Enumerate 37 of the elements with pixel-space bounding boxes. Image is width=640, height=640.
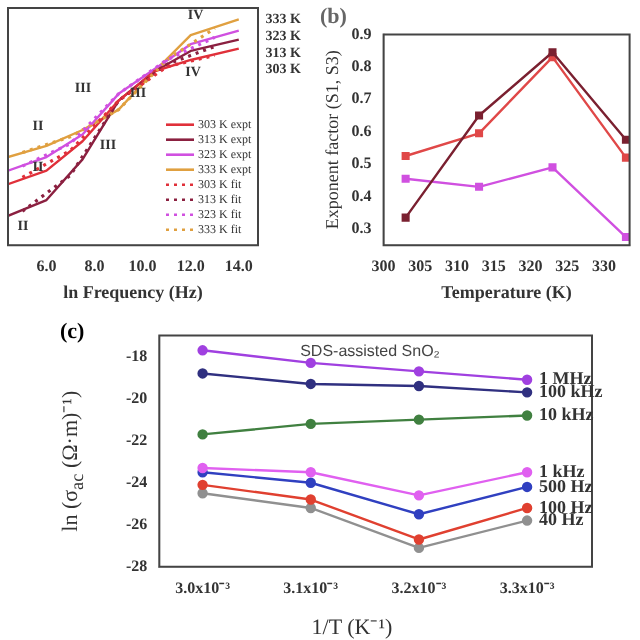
y-tick-label: 0.6: [351, 121, 372, 140]
y-tick-label: -22: [125, 430, 148, 449]
chart-title: (b): [320, 4, 348, 29]
y-tick-label: -20: [125, 388, 148, 407]
y-tick-label: 0.8: [351, 56, 372, 75]
x-tick-label: 305: [408, 256, 433, 275]
x-axis-title: ln Frequency (Hz): [63, 281, 203, 302]
y-tick-label: 0.7: [351, 89, 372, 108]
x-axis-title: 1/T (K⁻¹): [309, 614, 395, 640]
x-tick-label: 3.3x10⁻³: [499, 578, 556, 597]
x-tick-label: 325: [555, 256, 580, 275]
chart-title: (c): [60, 320, 85, 344]
x-tick-label: 320: [518, 256, 543, 275]
x-tick-label: 300: [371, 256, 396, 275]
x-tick-label: 3.1x10⁻³: [283, 578, 340, 597]
y-axis-title: Exponent factor (S1, S3): [321, 50, 342, 230]
x-tick-label: 10.0: [128, 256, 157, 275]
x-tick-label: 8.0: [84, 256, 105, 275]
x-tick-label: 310: [445, 256, 470, 275]
y-tick-label: -24: [125, 472, 148, 491]
y-tick-label: 0.4: [351, 186, 372, 205]
y-tick-label: 0.5: [351, 154, 372, 173]
chart-subtitle: SDS-assisted SnO₂: [298, 342, 442, 360]
x-axis-title: Temperature (K): [441, 281, 572, 302]
y-tick-label: -26: [125, 514, 148, 533]
y-tick-label: -18: [125, 346, 148, 365]
x-tick-label: 3.2x10⁻³: [391, 578, 448, 597]
x-tick-label: 3.0x10⁻³: [175, 578, 232, 597]
x-tick-label: 330: [591, 256, 616, 275]
y-tick-label: 0.3: [351, 219, 372, 238]
x-tick-label: 14.0: [224, 256, 253, 275]
x-tick-label: 6.0: [36, 256, 57, 275]
y-tick-label: 0.9: [351, 24, 372, 43]
series-label: 1 kHz: [539, 460, 585, 481]
x-tick-label: 12.0: [176, 256, 205, 275]
y-tick-label: -28: [125, 556, 148, 575]
x-tick-label: 315: [481, 256, 506, 275]
